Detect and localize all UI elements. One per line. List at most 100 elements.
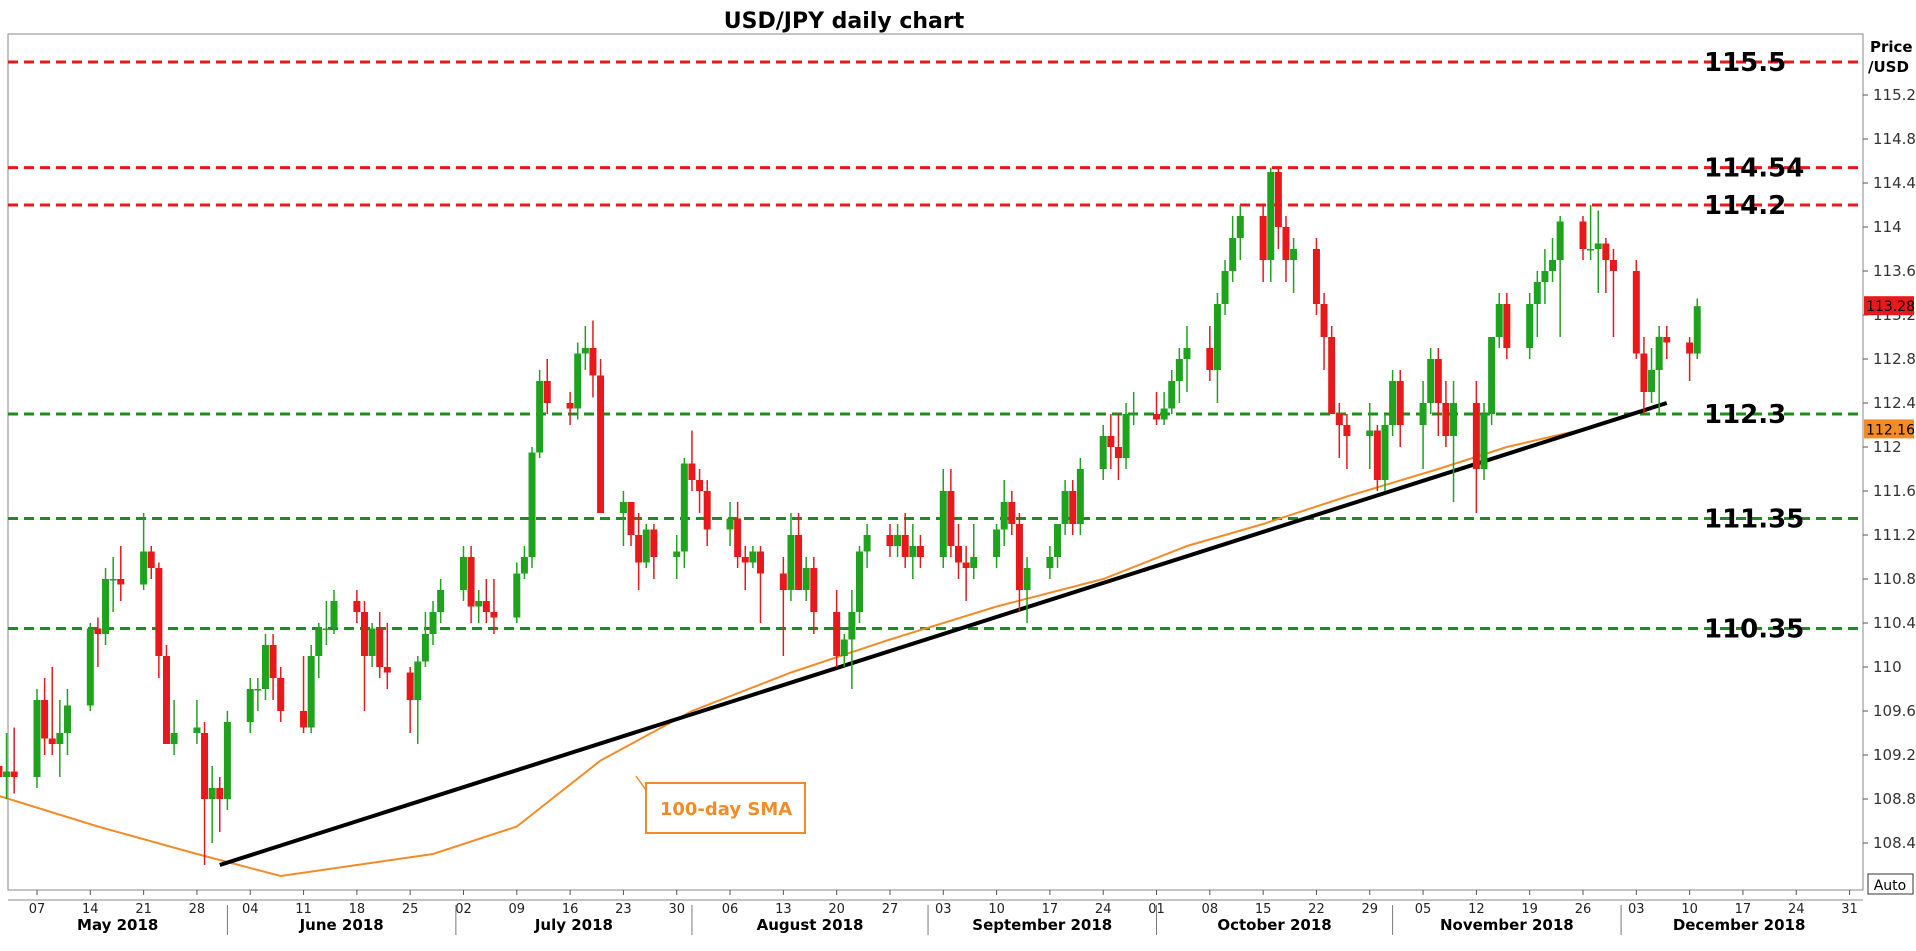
candle-body [3, 771, 11, 777]
x-tick-label: 19 [1521, 902, 1538, 917]
candle-body [856, 551, 864, 612]
y-tick-label: 110.4 [1873, 614, 1916, 632]
candle-body [1107, 436, 1115, 447]
candle-body [787, 535, 795, 590]
candle-body [1312, 249, 1320, 304]
y-tick-label: 114.4 [1873, 174, 1916, 192]
candle-body [246, 689, 254, 722]
y-tick-label: 110 [1873, 658, 1902, 676]
candle-body [1114, 447, 1122, 458]
candle-body [1328, 337, 1336, 414]
candle-body [1648, 370, 1656, 392]
candle-body [208, 788, 216, 799]
candle-body [1480, 414, 1488, 469]
y-tick-label: 113.6 [1873, 262, 1916, 280]
candle-body [696, 480, 704, 491]
x-tick-label: 08 [1202, 902, 1219, 917]
candle-body [1389, 381, 1397, 425]
y-tick-label: 108.8 [1873, 790, 1916, 808]
x-tick-label: 06 [722, 902, 739, 917]
candle-body [56, 733, 64, 744]
x-tick-label: 20 [828, 902, 845, 917]
candle-body [680, 463, 688, 552]
y-tick-label: 109.2 [1873, 746, 1916, 764]
month-label: July 2018 [534, 916, 613, 934]
candle-body [368, 628, 376, 656]
candle-body [1046, 557, 1054, 568]
candle-body [909, 546, 917, 557]
x-tick-label: 14 [82, 902, 99, 917]
candle-body [170, 733, 178, 744]
candle-body [1335, 414, 1343, 425]
candle-body [421, 634, 429, 662]
candle-body [109, 579, 117, 581]
x-tick-label: 04 [242, 902, 259, 917]
candle-body [970, 557, 978, 568]
candle-body [437, 590, 445, 612]
level-label: 112.3 [1704, 400, 1786, 430]
candle-body [589, 348, 597, 376]
candle-body [1640, 353, 1648, 392]
candle-body [749, 551, 757, 563]
candle-body [1320, 304, 1328, 337]
x-tick-label: 17 [1042, 902, 1059, 917]
candle-body [1122, 414, 1130, 458]
candle-body [795, 535, 803, 590]
candle-body [1282, 227, 1290, 260]
price-unit-label-line1: Price [1870, 38, 1913, 56]
price-axis: Price /USD 115.2114.8114.4114113.6113.21… [1863, 38, 1916, 852]
candle-body [939, 491, 947, 557]
candle-body [162, 656, 170, 744]
x-tick-label: 13 [775, 902, 792, 917]
candle-body [147, 551, 155, 568]
candle-body [33, 700, 41, 777]
candle-body [490, 612, 498, 618]
month-label: August 2018 [757, 916, 864, 934]
candle-body [10, 771, 18, 777]
candle-body [513, 573, 521, 618]
candle-body [1069, 491, 1077, 524]
chart-title: USD/JPY daily chart [724, 9, 965, 34]
candle-body [1259, 216, 1267, 260]
candle-body [429, 612, 437, 634]
candle-body [1450, 403, 1458, 436]
candle-body [1472, 403, 1480, 469]
x-tick-label: 31 [1841, 902, 1858, 917]
candle-body [1076, 469, 1084, 524]
x-tick-label: 07 [29, 902, 46, 917]
candle-body [566, 403, 574, 409]
candle-body [1290, 249, 1298, 260]
candle-body [1061, 491, 1069, 524]
candle-body [216, 788, 224, 799]
candle-body [1419, 403, 1427, 425]
candle-body [1579, 221, 1587, 249]
candle-body [277, 678, 285, 711]
candle-body [673, 551, 681, 557]
candle-body [1663, 337, 1671, 343]
candle-body [1343, 425, 1351, 436]
candle-body [383, 667, 391, 673]
y-tick-label: 112.4 [1873, 394, 1916, 412]
auto-scale-label: Auto [1874, 878, 1907, 894]
x-tick-label: 28 [189, 902, 206, 917]
candle-body [269, 645, 277, 678]
auto-scale-button[interactable] [1867, 873, 1914, 895]
x-tick-label: 18 [349, 902, 366, 917]
candle-body [642, 529, 650, 563]
candle-body [1594, 243, 1602, 249]
candle-body [360, 612, 368, 656]
candle-body [627, 502, 635, 535]
candlesticks [0, 166, 1701, 865]
candle-body [1495, 304, 1503, 337]
support-resistance-levels: 115.5 114.54 114.2 112.3 111.35 110.35 [8, 48, 1863, 645]
candle-body [1503, 304, 1511, 348]
candle-body [193, 727, 201, 733]
y-tick-label: 111.2 [1873, 526, 1916, 544]
x-tick-label: 03 [1628, 902, 1645, 917]
candle-body [1236, 216, 1244, 238]
y-tick-label: 110.8 [1873, 570, 1916, 588]
candle-body [703, 491, 711, 530]
candle-body [688, 463, 696, 480]
level-label: 111.35 [1704, 505, 1804, 535]
